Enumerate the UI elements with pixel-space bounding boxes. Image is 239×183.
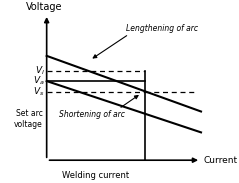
Text: $V_s$: $V_s$: [33, 85, 45, 98]
Text: $V_a$: $V_a$: [33, 75, 45, 87]
Text: Voltage: Voltage: [26, 2, 63, 12]
Text: $V_l$: $V_l$: [35, 64, 45, 77]
Text: Shortening of arc: Shortening of arc: [59, 111, 125, 119]
Text: Lengthening of arc: Lengthening of arc: [126, 24, 198, 33]
Text: Set arc
voltage: Set arc voltage: [14, 109, 43, 129]
Text: Current: Current: [203, 156, 237, 165]
Text: Welding current: Welding current: [62, 171, 130, 180]
